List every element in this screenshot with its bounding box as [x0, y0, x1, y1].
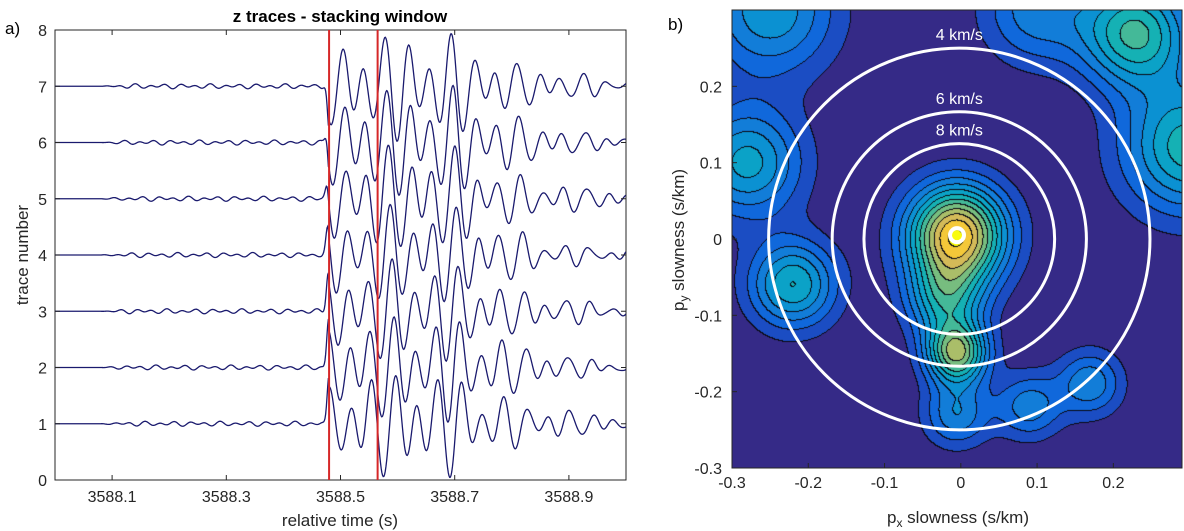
- trace-line-6: [55, 84, 626, 197]
- trace-line-1: [55, 374, 626, 479]
- stacking-window: [328, 30, 379, 480]
- maximum-marker: [948, 226, 966, 245]
- panel-b-label: b): [668, 15, 683, 34]
- y-ticks: 0 1 2 3 4 5 6 7 8: [38, 23, 626, 490]
- y-tick-label: -0.3: [694, 461, 722, 478]
- panel-a: a) z traces - stacking window 012345678 …: [5, 7, 627, 530]
- panel-a-title: z traces - stacking window: [233, 7, 448, 26]
- panel-a-plot-area: [54, 29, 627, 481]
- y-tick-label: 5: [38, 192, 47, 209]
- x-tick-label: 3588.3: [202, 489, 251, 506]
- y-tick-label: 2: [38, 361, 47, 378]
- x-axis-label: relative time (s): [282, 511, 398, 530]
- x-tick-label: -0.1: [871, 475, 899, 492]
- x-tick-label: -0.3: [718, 475, 746, 492]
- y-ticks: -0.3 -0.2 -0.1 0 0.1 0.2: [694, 79, 737, 478]
- ring-label: 6 km/s: [936, 91, 983, 108]
- x-tick-label: 0.1: [1026, 475, 1048, 492]
- y-tick-label: -0.1: [694, 308, 722, 325]
- y-tick-label: -0.2: [694, 385, 722, 402]
- ring-label: 8 km/s: [936, 123, 983, 140]
- trace-lines: [55, 32, 626, 479]
- y-tick-label: 6: [38, 136, 47, 153]
- y-tick-label: 0: [38, 473, 47, 490]
- trace-line-3: [55, 257, 626, 363]
- ring-6-kms: [830, 110, 1088, 368]
- y-label-sub: y: [677, 296, 691, 302]
- x-tick-label: 0.2: [1102, 475, 1124, 492]
- y-tick-label: 0.2: [700, 79, 722, 96]
- ring-8-kms: [862, 142, 1057, 336]
- y-tick-label: 3: [38, 304, 47, 321]
- x-ticks: -0.3 -0.2 -0.1 0 0.1 0.2: [718, 463, 1125, 492]
- y-tick-label: 0: [713, 232, 722, 249]
- trace-line-5: [55, 144, 626, 247]
- y-tick-label: 8: [38, 23, 47, 40]
- y-label-rest: slowness (s/km): [669, 169, 688, 296]
- velocity-rings: 4 km/s 6 km/s 8 km/s: [767, 27, 1152, 432]
- y-tick-label: 4: [38, 248, 47, 265]
- x-tick-label: 3588.5: [316, 489, 365, 506]
- x-label-sub: x: [896, 516, 902, 530]
- x-label-main: p: [887, 508, 896, 527]
- trace-line-4: [55, 203, 626, 303]
- y-tick-label: 1: [38, 417, 47, 434]
- y-tick-label: 0.1: [700, 156, 722, 173]
- y-tick-label: 7: [38, 79, 47, 96]
- y-axis-label: trace number: [13, 205, 32, 305]
- x-tick-label: 3588.1: [88, 489, 137, 506]
- x-tick-label: -0.2: [794, 475, 822, 492]
- y-axis-label: py slowness (s/km): [669, 169, 691, 311]
- panel-b: b) 4 km/s 6 km/s 8 km/s -0.3 -0.2 -0.1 0 0.1 0.…: [668, 9, 1183, 530]
- x-tick-label: 0: [956, 475, 965, 492]
- heatmap-area: 4 km/s 6 km/s 8 km/s: [732, 10, 1182, 468]
- x-axis-label: px slowness (s/km): [887, 508, 1029, 530]
- y-label-main: p: [669, 302, 688, 311]
- ring-label: 4 km/s: [936, 27, 983, 44]
- trace-line-7: [55, 32, 626, 142]
- panel-a-label: a): [5, 19, 20, 38]
- x-tick-label: 3588.7: [430, 489, 479, 506]
- x-tick-label: 3588.9: [544, 489, 593, 506]
- slowness-contour-image: [732, 10, 1182, 468]
- trace-line-2: [55, 316, 626, 423]
- x-ticks: 3588.1 3588.3 3588.5 3588.7 3588.9: [88, 30, 593, 506]
- x-label-rest: slowness (s/km): [902, 508, 1029, 527]
- ring-4-kms: [767, 46, 1152, 432]
